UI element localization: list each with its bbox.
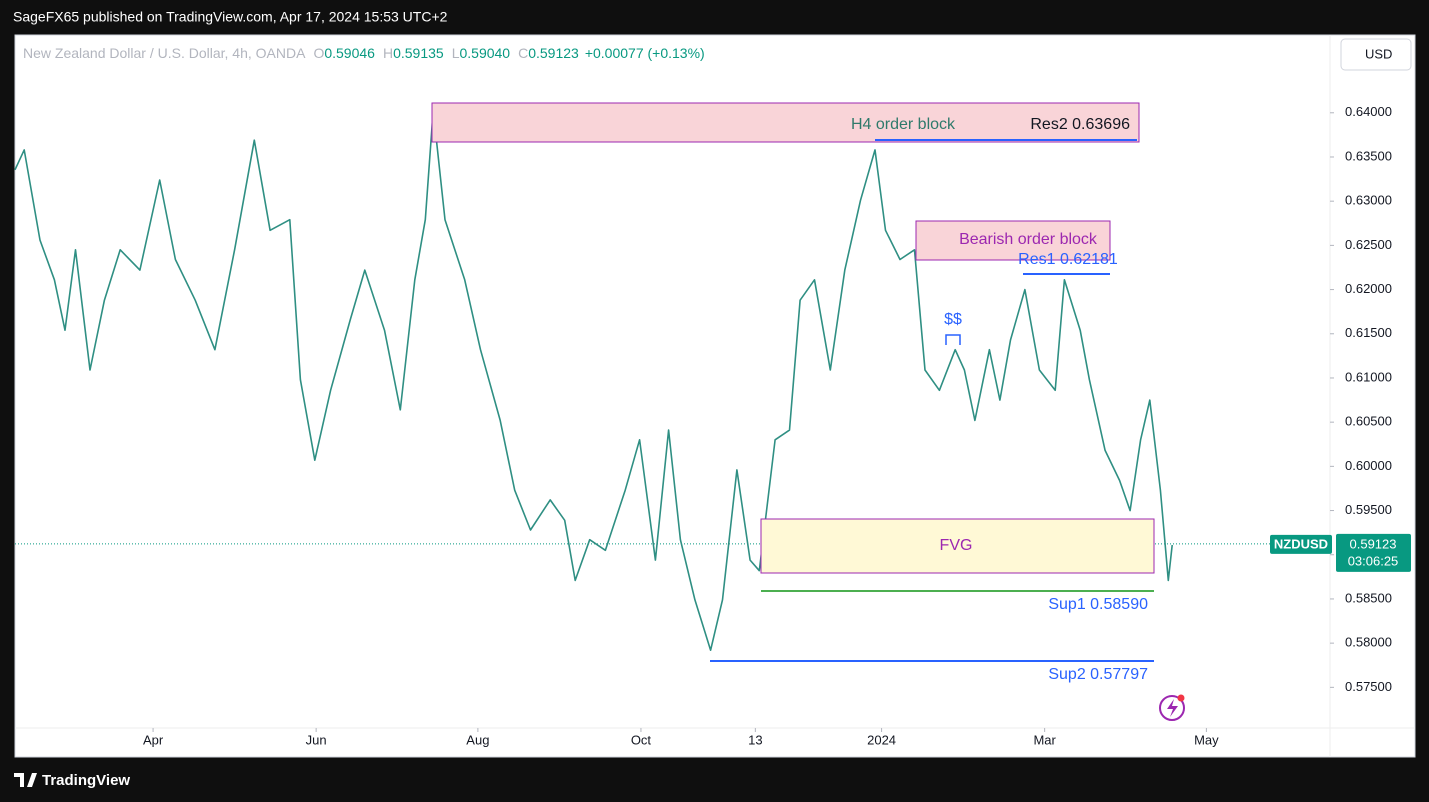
ohlc-key: H [383,45,393,61]
y-tick-label: 0.64000 [1345,104,1392,119]
tv-logo [14,773,37,787]
y-tick-label: 0.61000 [1345,369,1392,384]
x-tick-label: May [1194,732,1219,747]
ohlc-value: 0.59046 [324,45,375,61]
currency-label[interactable]: USD [1365,46,1392,61]
currency-button[interactable] [1340,38,1412,71]
symbol-legend: New Zealand Dollar / U.S. Dollar, 4h, OA… [23,45,705,61]
y-tick-label: 0.62000 [1345,281,1392,296]
change: +0.00077 (+0.13%) [585,45,705,61]
sup1-label: Sup1 0.58590 [1048,596,1148,613]
plot-area: 0.575000.580000.585000.590000.595000.600… [14,104,1411,747]
publish-info: SageFX65 published on TradingView.com, A… [13,9,448,25]
liquidity-label: $$ [944,311,962,328]
x-tick-label: 13 [748,732,762,747]
price-tag-label: 0.59123 [1350,536,1397,551]
bearish-label: Bearish order block [959,231,1098,248]
brand: TradingView [42,772,130,789]
x-tick-label: Oct [631,732,652,747]
ohlc-key: L [452,45,460,61]
x-tick-label: Aug [466,732,489,747]
res1-label: Res1 0.62181 [1018,251,1118,268]
y-tick-label: 0.57500 [1345,679,1392,694]
liquidity-bracket [945,334,961,345]
chart-panel [14,34,1416,758]
x-tick-label: Jun [306,732,327,747]
countdown: 03:06:25 [1348,553,1399,568]
ohlc-value: 0.59123 [528,45,579,61]
y-tick-label: 0.63500 [1345,148,1392,163]
y-tick-label: 0.63000 [1345,193,1392,208]
y-tick-label: 0.60000 [1345,458,1392,473]
x-tick-label: Apr [143,732,164,747]
ohlc-value: 0.59040 [459,45,510,61]
y-tick-label: 0.58500 [1345,590,1392,605]
y-tick-label: 0.62500 [1345,237,1392,252]
fvg-label: FVG [940,537,973,554]
price-line [14,109,1173,651]
ohlc-key: C [518,45,528,61]
fvg-zone [760,518,1155,574]
res2-label: Res2 0.63696 [1030,116,1130,133]
bearish-order-block [915,220,1111,261]
symbol-tag-label: NZDUSD [1274,536,1328,551]
symbol-name: New Zealand Dollar / U.S. Dollar, 4h, OA… [23,45,306,61]
y-tick-label: 0.59500 [1345,502,1392,517]
alert-dot [1177,694,1185,702]
y-tick-label: 0.60500 [1345,414,1392,429]
x-tick-label: Mar [1033,732,1056,747]
sup2-label: Sup2 0.57797 [1048,666,1148,683]
y-tick-label: 0.58000 [1345,635,1392,650]
x-tick-label: 2024 [867,732,896,747]
y-tick-label: 0.61500 [1345,325,1392,340]
alert-bolt [1167,699,1178,717]
h4-order-block [431,102,1140,143]
alert-icon[interactable] [1159,695,1185,721]
h4-label: H4 order block [851,116,956,133]
symbol-tag [1270,534,1332,554]
ohlc-key: O [313,45,324,61]
ohlc-value: 0.59135 [393,45,444,61]
price-tag [1336,533,1411,572]
